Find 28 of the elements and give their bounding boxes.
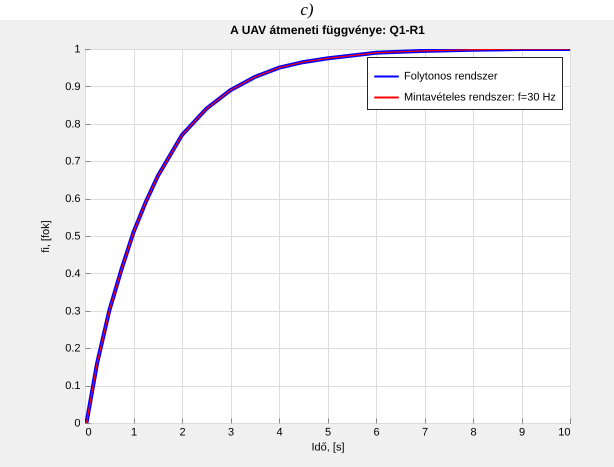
x-tick-label: 5	[324, 426, 332, 438]
y-axis-title: fi, [fok]	[40, 220, 52, 253]
x-tick-label: 3	[228, 426, 234, 438]
chart-title: A UAV átmeneti függvénye: Q1-R1	[230, 23, 426, 37]
x-tick-label: 10	[558, 426, 570, 438]
x-tick-label: 1	[130, 426, 138, 438]
y-tick-label: 0.6	[65, 193, 80, 206]
x-tick-label: 6	[373, 426, 380, 438]
y-tick-label: 0.3	[65, 305, 80, 318]
text: c)	[299, 0, 315, 20]
y-tick-label: 1	[74, 44, 80, 56]
y-tick-label: 0.2	[65, 342, 80, 355]
x-tick-label: 0	[86, 426, 92, 438]
x-tick-label: 9	[518, 426, 526, 438]
x-tick-label: 8	[470, 426, 477, 438]
y-tick-label: 0	[74, 418, 80, 430]
legend-label: Mintavételes rendszer: f=30 Hz	[404, 92, 556, 104]
x-tick-label: 7	[422, 426, 428, 438]
y-tick-label: 0.7	[65, 156, 80, 168]
y-tick-label: 0.9	[65, 80, 80, 93]
x-tick-label: 2	[179, 426, 186, 438]
y-tick-label: 0.1	[65, 380, 80, 392]
x-axis-title: Idő, [s]	[311, 442, 345, 454]
y-tick-label: 0.8	[65, 118, 80, 130]
y-tick-label: 0.4	[65, 268, 80, 280]
legend-label: Folytonos rendszer	[404, 70, 498, 82]
y-tick-label: 0.5	[65, 230, 80, 242]
x-tick-label: 4	[276, 426, 283, 438]
